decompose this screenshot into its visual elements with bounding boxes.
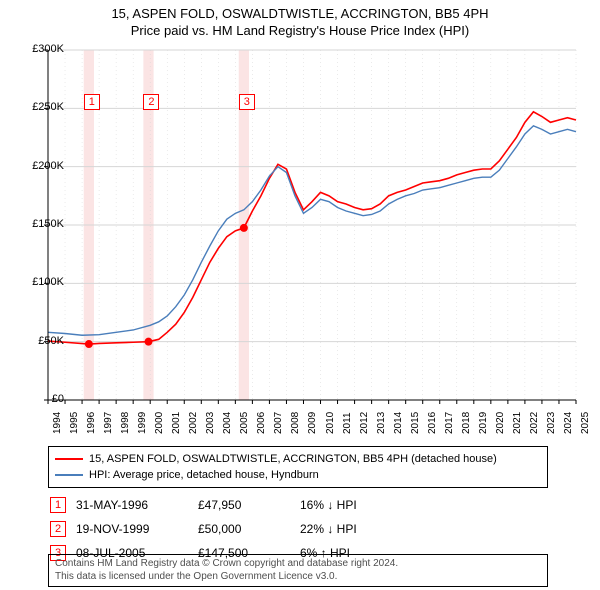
- y-tick-label: £250K: [4, 101, 64, 113]
- x-tick-label: 2008: [290, 412, 301, 434]
- marker-badge: 1: [50, 497, 66, 513]
- x-tick-label: 1997: [103, 412, 114, 434]
- x-tick-label: 2000: [154, 412, 165, 434]
- y-tick-label: £0: [4, 393, 64, 405]
- x-tick-label: 2021: [512, 412, 523, 434]
- footer-line1: Contains HM Land Registry data © Crown c…: [55, 558, 541, 571]
- y-tick-label: £200K: [4, 160, 64, 172]
- marker-badge: 2: [50, 521, 66, 537]
- chart-container: { "title_line1": "15, ASPEN FOLD, OSWALD…: [0, 0, 600, 590]
- x-tick-label: 2001: [171, 412, 182, 434]
- y-tick-label: £300K: [4, 43, 64, 55]
- table-row: 1 31-MAY-1996£47,95016% ↓ HPI: [50, 494, 365, 516]
- plot-marker-badge: 1: [84, 94, 100, 110]
- x-tick-label: 2018: [461, 412, 472, 434]
- x-tick-label: 2020: [495, 412, 506, 434]
- legend-item-hpi: HPI: Average price, detached house, Hynd…: [55, 467, 541, 483]
- x-tick-label: 2002: [188, 412, 199, 434]
- y-tick-label: £150K: [4, 218, 64, 230]
- legend-label-property: 15, ASPEN FOLD, OSWALDTWISTLE, ACCRINGTO…: [89, 453, 497, 465]
- x-tick-label: 2016: [427, 412, 438, 434]
- x-tick-label: 2015: [410, 412, 421, 434]
- x-tick-label: 2014: [393, 412, 404, 434]
- transaction-delta: 16% ↓ HPI: [300, 494, 365, 516]
- x-tick-label: 2025: [580, 412, 591, 434]
- y-tick-label: £50K: [4, 335, 64, 347]
- x-tick-label: 2017: [444, 412, 455, 434]
- marker-badge-cell: 1: [50, 494, 74, 516]
- transaction-price: £47,950: [198, 494, 298, 516]
- x-tick-label: 1998: [120, 412, 131, 434]
- x-tick-label: 2006: [256, 412, 267, 434]
- legend: 15, ASPEN FOLD, OSWALDTWISTLE, ACCRINGTO…: [48, 446, 548, 488]
- marker-badge-cell: 2: [50, 518, 74, 540]
- x-tick-label: 1994: [52, 412, 63, 434]
- x-tick-label: 2010: [325, 412, 336, 434]
- x-tick-label: 1996: [86, 412, 97, 434]
- x-tick-label: 2004: [222, 412, 233, 434]
- x-tick-label: 2012: [359, 412, 370, 434]
- price-chart: [0, 0, 600, 440]
- x-tick-label: 2005: [239, 412, 250, 434]
- x-tick-label: 2009: [307, 412, 318, 434]
- footer-line2: This data is licensed under the Open Gov…: [55, 571, 541, 584]
- x-tick-label: 2023: [546, 412, 557, 434]
- y-tick-label: £100K: [4, 276, 64, 288]
- x-tick-label: 2003: [205, 412, 216, 434]
- table-row: 2 19-NOV-1999£50,00022% ↓ HPI: [50, 518, 365, 540]
- legend-swatch-property: [55, 458, 83, 460]
- x-tick-label: 2011: [342, 412, 353, 434]
- legend-swatch-hpi: [55, 474, 83, 476]
- legend-item-property: 15, ASPEN FOLD, OSWALDTWISTLE, ACCRINGTO…: [55, 451, 541, 467]
- x-tick-label: 1999: [137, 412, 148, 434]
- x-tick-label: 2024: [563, 412, 574, 434]
- transaction-date: 19-NOV-1999: [76, 518, 196, 540]
- plot-marker-badge: 3: [239, 94, 255, 110]
- attribution-footer: Contains HM Land Registry data © Crown c…: [48, 554, 548, 587]
- x-tick-label: 2007: [273, 412, 284, 434]
- legend-label-hpi: HPI: Average price, detached house, Hynd…: [89, 469, 319, 481]
- transaction-price: £50,000: [198, 518, 298, 540]
- x-tick-label: 1995: [69, 412, 80, 434]
- x-tick-label: 2022: [529, 412, 540, 434]
- transaction-date: 31-MAY-1996: [76, 494, 196, 516]
- plot-marker-badge: 2: [143, 94, 159, 110]
- transaction-delta: 22% ↓ HPI: [300, 518, 365, 540]
- x-tick-label: 2013: [376, 412, 387, 434]
- x-tick-label: 2019: [478, 412, 489, 434]
